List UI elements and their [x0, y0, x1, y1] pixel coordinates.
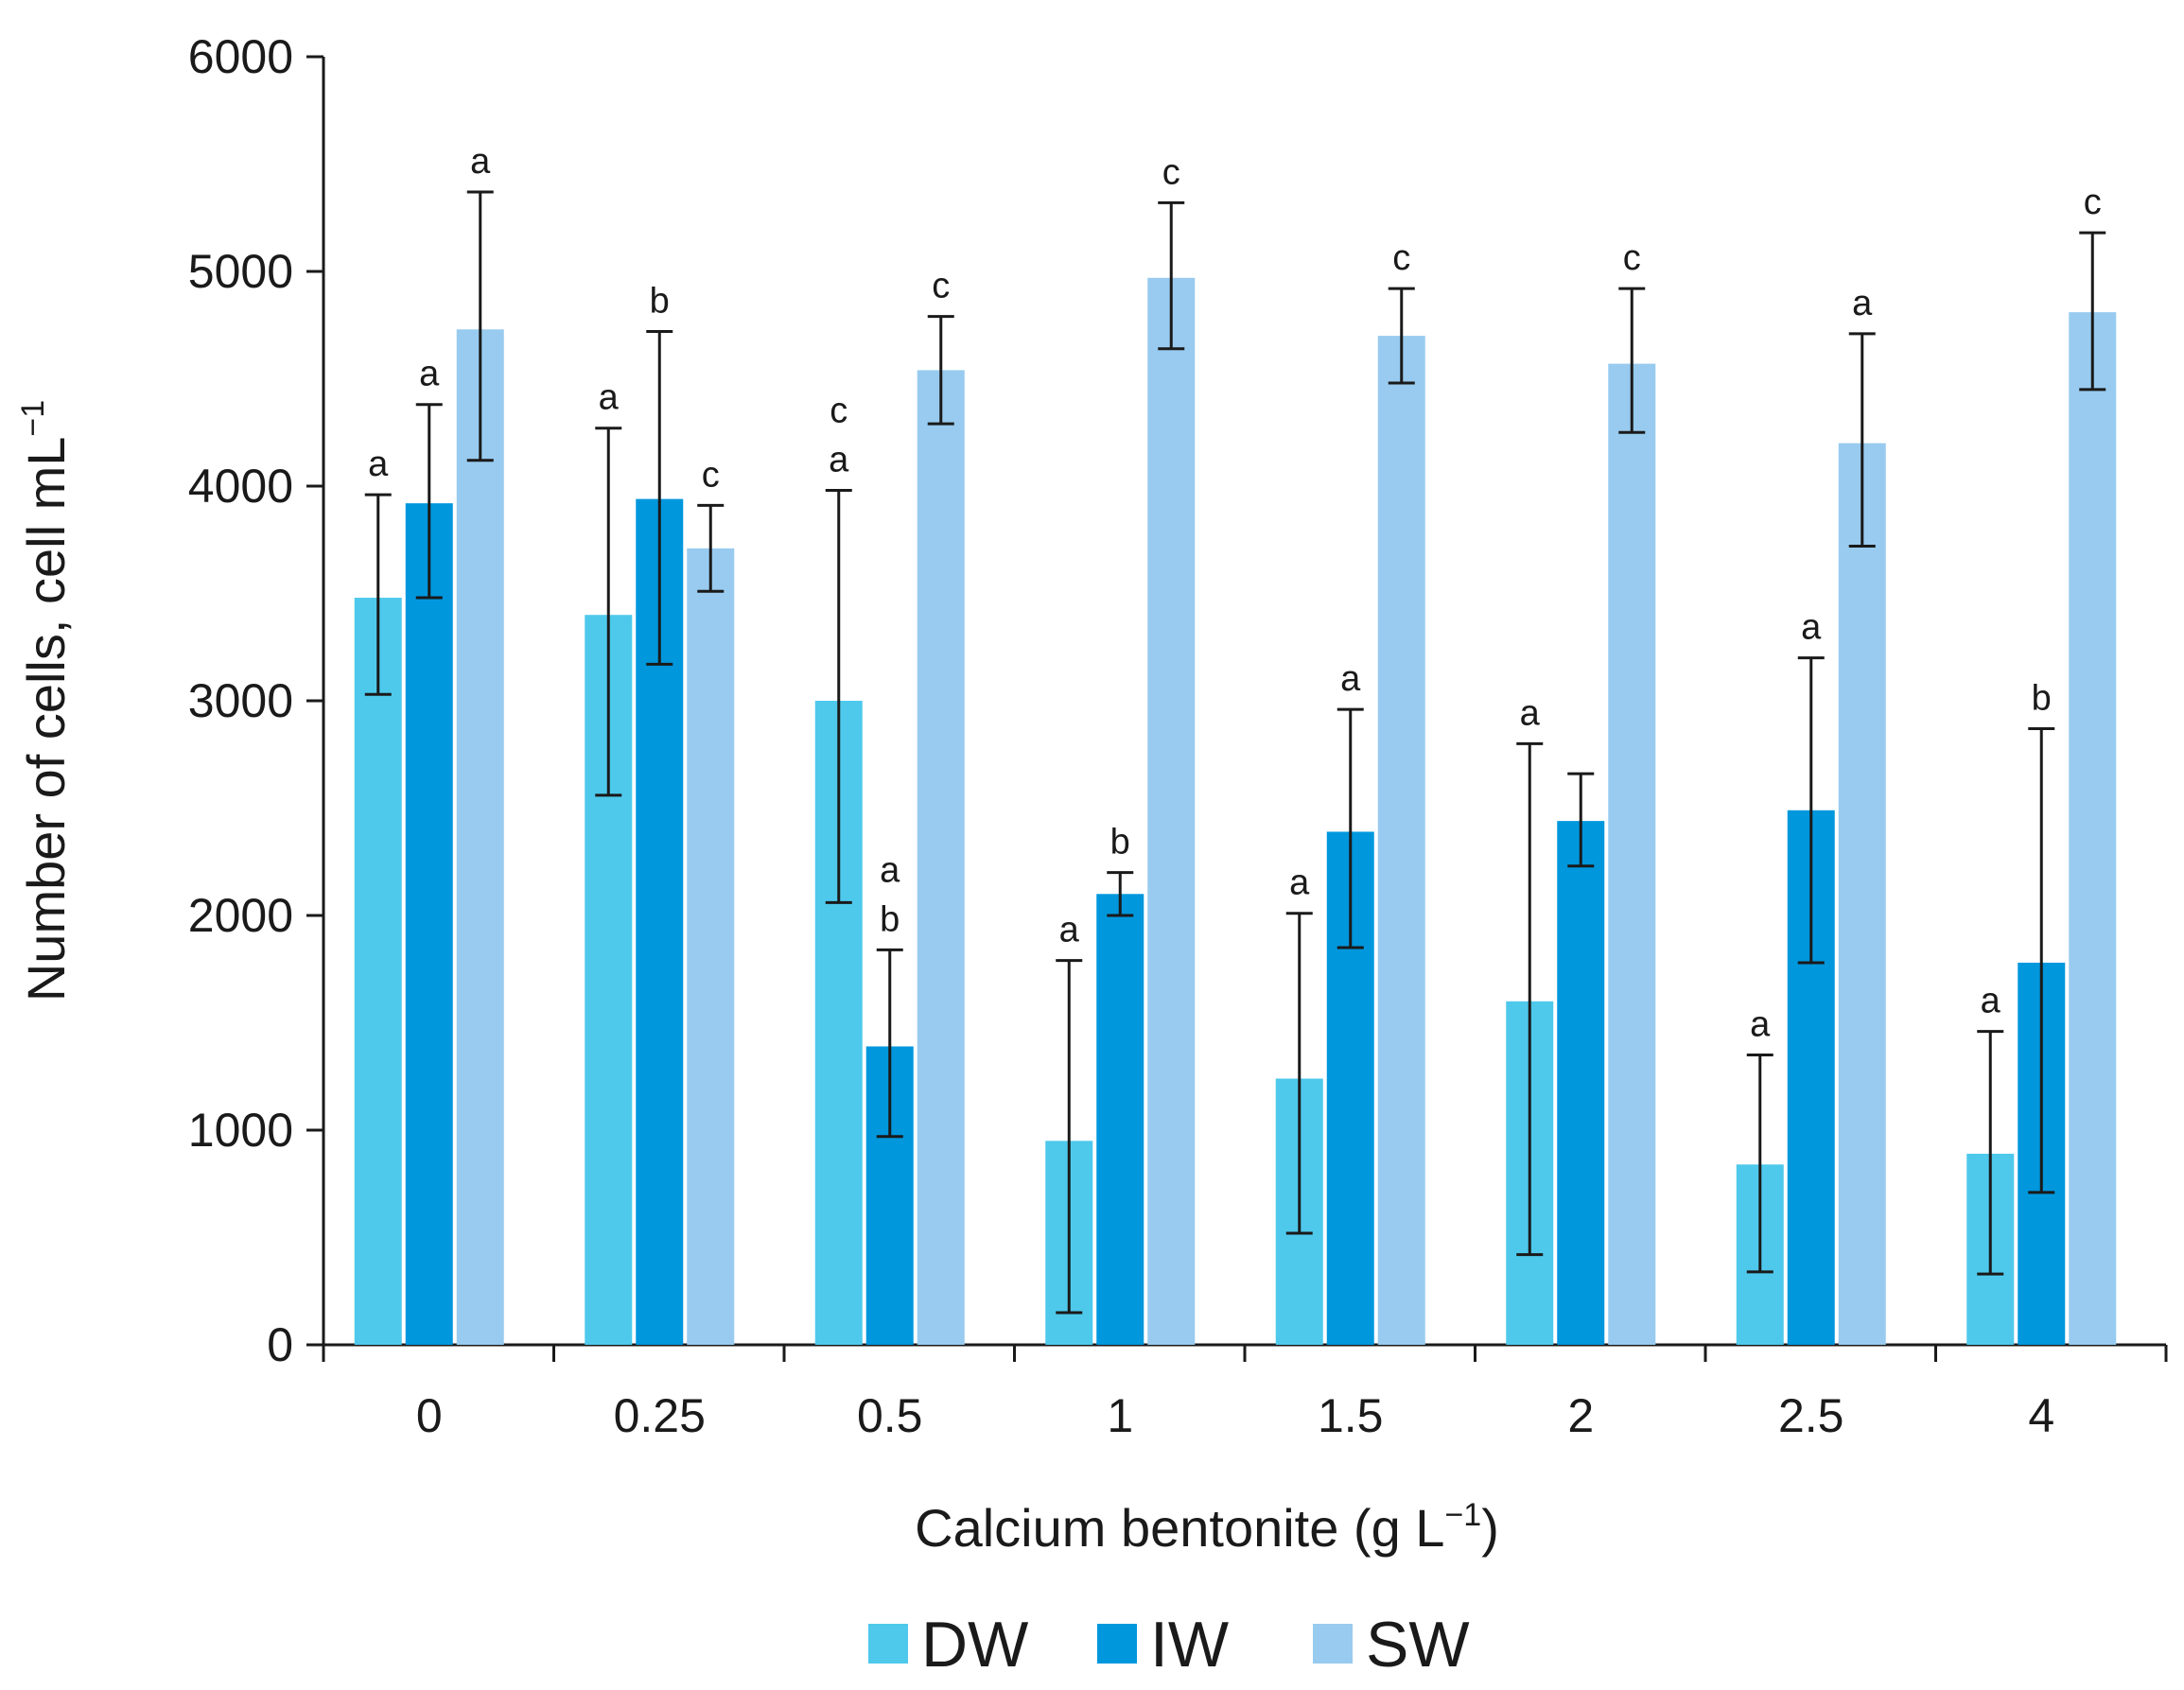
x-tick-label: 2.5: [1778, 1389, 1844, 1442]
y-tick-label: 3000: [188, 674, 293, 727]
bar-iw: [1557, 821, 1605, 1345]
x-tick-label: 1.5: [1318, 1389, 1384, 1442]
bar-sw: [687, 548, 735, 1345]
significance-letter: b: [650, 282, 670, 322]
significance-letter: a: [1981, 982, 2001, 1021]
significance-letter: c: [702, 455, 720, 495]
bar-sw: [1838, 443, 1886, 1346]
significance-letter: c: [830, 392, 847, 431]
x-tick-label: 4: [2028, 1389, 2054, 1442]
bar-sw: [917, 370, 965, 1345]
bar-sw: [456, 329, 504, 1345]
y-tick-label: 2000: [188, 889, 293, 942]
legend-label-sw: SW: [1366, 1609, 1470, 1681]
significance-letter: c: [1392, 238, 1410, 278]
bar-sw: [1147, 277, 1196, 1345]
significance-letter: a: [1801, 608, 1822, 648]
y-axis-title-sup: −1: [15, 400, 51, 437]
significance-letter: c: [1162, 152, 1180, 192]
significance-letter: a: [1520, 693, 1541, 733]
y-axis-title: Number of cells, cell mL−1: [15, 400, 76, 1002]
axis-labels: 0 1000 2000 3000 4000 5000 6000 0 0.25 0.5 1 1.5 2 2.…: [15, 30, 2054, 1558]
significance-letter: a: [829, 441, 849, 480]
significance-letter: b: [1110, 823, 1130, 862]
bar-sw: [1377, 336, 1425, 1346]
bar-iw: [405, 503, 453, 1345]
x-tick-label: 2: [1567, 1389, 1594, 1442]
significance-letter: b: [880, 899, 900, 939]
bar-iw: [1096, 894, 1144, 1345]
x-tick-label: 0.5: [857, 1389, 923, 1442]
significance-letter: c: [1623, 238, 1641, 278]
significance-letter: a: [419, 355, 440, 394]
significance-letter: a: [1852, 284, 1873, 323]
significance-letter: a: [470, 142, 491, 182]
y-tick-label: 6000: [188, 30, 293, 83]
bar-sw: [1608, 363, 1656, 1345]
legend-swatch-iw: [1097, 1624, 1137, 1664]
legend-label-dw: DW: [921, 1609, 1028, 1681]
significance-letter: a: [1289, 863, 1310, 903]
legend-swatch-sw: [1313, 1624, 1353, 1664]
legend: DW IW SW: [868, 1609, 1470, 1681]
x-axis-title-text: Calcium bentonite (g L: [915, 1498, 1444, 1558]
x-axis-title-suffix: ): [1481, 1498, 1499, 1558]
y-tick-label: 4000: [188, 460, 293, 513]
y-tick-label: 5000: [188, 245, 293, 298]
y-tick-label: 1000: [188, 1104, 293, 1157]
significance-letter: a: [1340, 659, 1361, 699]
significance-letter: a: [1750, 1005, 1771, 1045]
x-axis-title-sup: −1: [1444, 1497, 1481, 1533]
bars: [354, 277, 2117, 1346]
significance-letter: a: [599, 378, 620, 418]
x-tick-label: 0: [416, 1389, 443, 1442]
significance-letter: b: [2032, 679, 2052, 719]
significance-letter: a: [880, 850, 900, 890]
legend-label-iw: IW: [1150, 1609, 1229, 1681]
significance-letter: a: [1059, 911, 1080, 950]
x-axis-title: Calcium bentonite (g L−1): [915, 1497, 1499, 1558]
significance-letter: a: [368, 444, 389, 484]
significance-letter: c: [932, 267, 950, 306]
significance-letter: c: [2084, 183, 2102, 222]
x-tick-label: 1: [1107, 1389, 1133, 1442]
bar-dw: [354, 598, 402, 1345]
bar-sw: [2069, 312, 2117, 1345]
error-bars: [364, 190, 2106, 1315]
legend-swatch-dw: [868, 1624, 908, 1664]
y-axis-title-text: Number of cells, cell mL: [16, 437, 76, 1002]
y-tick-label: 0: [267, 1318, 293, 1371]
x-tick-label: 0.25: [614, 1389, 706, 1442]
